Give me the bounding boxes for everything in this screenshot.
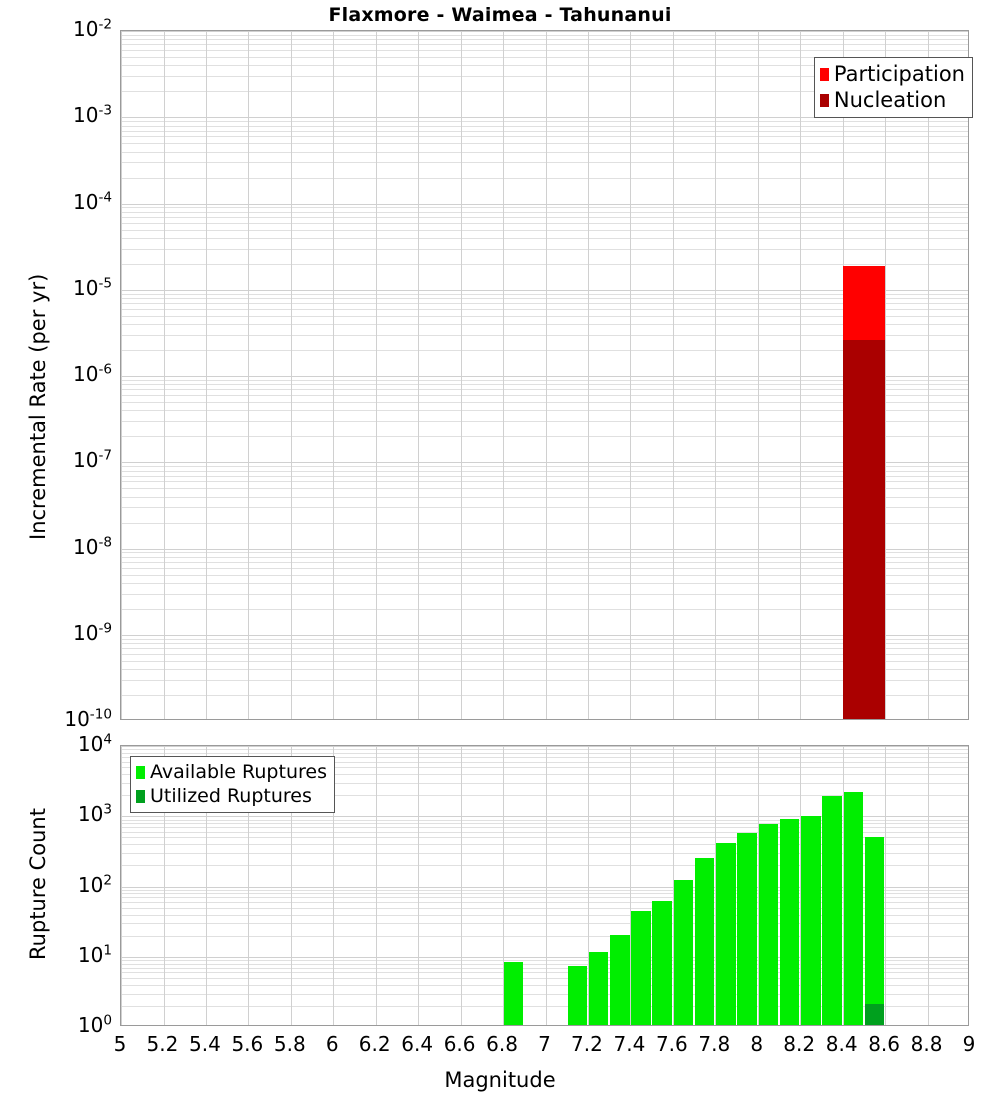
rupture-count-bar (567, 746, 588, 1025)
x-tick-label: 7.2 (571, 1032, 603, 1056)
rupture-count-bar (503, 746, 524, 1025)
bar-segment-available-ruptures (801, 815, 821, 1025)
bar-segment-available-ruptures (652, 901, 672, 1025)
y-tick-label: 10-4 (72, 188, 112, 214)
x-tick-label: 6.2 (358, 1032, 391, 1056)
y-tick-label: 104 (77, 731, 112, 756)
x-tick-label: 6.6 (443, 1032, 476, 1056)
x-tick-label: 8 (750, 1032, 764, 1056)
legend-swatch-icon (819, 67, 829, 81)
legend-item-label: Available Ruptures (150, 760, 327, 783)
bar-segment-available-ruptures (716, 843, 736, 1025)
bar-segment-available-ruptures (673, 880, 694, 1025)
bar-segment-available-ruptures (737, 832, 757, 1025)
x-tick-label: 5.6 (231, 1032, 264, 1056)
rate-legend-item: Participation (819, 61, 965, 87)
bar-segment-available-ruptures (610, 935, 630, 1025)
y-tick-label: 10-6 (72, 361, 112, 386)
rupture-count-bar (588, 746, 609, 1025)
bar-segment-available-ruptures (567, 965, 588, 1025)
bar-segment-available-ruptures (694, 857, 715, 1025)
rupture-count-bar (610, 746, 630, 1025)
y-tick-label: 10-10 (64, 706, 112, 731)
rupture-count-bar (716, 746, 736, 1025)
top-panel-legend: Participation Nucleation (813, 57, 973, 118)
x-tick-label: 7 (538, 1032, 551, 1056)
legend-swatch-icon (136, 789, 145, 803)
legend-item-label: Participation (833, 61, 965, 86)
rupture-count-bar (652, 746, 672, 1025)
rupture-count-bar (822, 746, 842, 1025)
x-tick-label: 6 (325, 1032, 339, 1056)
legend-swatch-icon (819, 93, 829, 107)
bottom-panel-bars (121, 746, 968, 1025)
y-tick-label: 103 (77, 801, 112, 827)
x-tick-label: 6.8 (486, 1032, 518, 1056)
x-tick-label: 7.8 (698, 1032, 731, 1056)
rupture-count-bar (864, 746, 885, 1025)
bar-segment-utilized-ruptures (864, 1003, 885, 1025)
page-title: Flaxmore - Waimea - Tahunanui (328, 4, 672, 26)
count-legend-item: Available Ruptures (136, 760, 327, 784)
x-tick-label: 8.4 (825, 1032, 858, 1056)
bar-segment-nucleation (842, 339, 886, 719)
y-tick-label: 10-5 (72, 275, 112, 300)
x-tick-label: 5.4 (188, 1032, 221, 1056)
rupture-count-bar (758, 746, 779, 1025)
bar-segment-available-ruptures (843, 792, 864, 1025)
rupture-count-bar (694, 746, 715, 1025)
incremental-rate-plot-area (120, 30, 969, 720)
bar-segment-available-ruptures (503, 961, 524, 1025)
y-tick-label: 10-8 (72, 533, 112, 559)
y-tick-label: 101 (77, 942, 112, 967)
bottom-panel-legend: Available Ruptures Utilized Ruptures (130, 756, 335, 813)
legend-item-label: Nucleation (833, 87, 947, 112)
bar-segment-available-ruptures (758, 823, 779, 1025)
count-legend-item: Utilized Ruptures (136, 784, 327, 808)
y-tick-label: 102 (77, 871, 112, 897)
x-tick-label: 8.8 (910, 1032, 943, 1056)
rupture-count-bar (843, 746, 864, 1025)
legend-swatch-icon (136, 765, 145, 779)
legend-item-label: Utilized Ruptures (150, 784, 312, 807)
bar-segment-available-ruptures (864, 837, 885, 1025)
y-tick-label: 10-9 (72, 620, 112, 645)
bottom-panel-y-axis-label: Rupture Count (26, 808, 50, 960)
top-panel-y-axis-label: Incremental Rate (per yr) (26, 273, 50, 540)
x-tick-label: 7.4 (613, 1032, 646, 1056)
rupture-count-bar (673, 746, 694, 1025)
rupture-count-bar (631, 746, 651, 1025)
x-tick-label: 5.8 (273, 1032, 306, 1056)
rupture-count-bar (801, 746, 821, 1025)
x-axis-label: Magnitude (444, 1068, 556, 1092)
rupture-count-bar (779, 746, 800, 1025)
bar-segment-available-ruptures (779, 818, 800, 1025)
bar-segment-available-ruptures (588, 951, 609, 1025)
x-tick-label: 6.4 (401, 1032, 434, 1056)
bar-segment-available-ruptures (631, 911, 651, 1025)
x-tick-label: 8.6 (868, 1032, 900, 1056)
y-tick-label: 10-3 (72, 102, 112, 128)
rate-legend-item: Nucleation (819, 87, 965, 113)
y-tick-label: 10-2 (72, 16, 112, 41)
rupture-count-bar (737, 746, 757, 1025)
y-tick-label: 100 (77, 1012, 112, 1037)
x-tick-label: 9 (962, 1032, 976, 1056)
y-tick-label: 10-7 (72, 447, 112, 473)
top-panel-bars (121, 31, 968, 719)
rate-bar (842, 31, 886, 719)
x-tick-label: 7.6 (655, 1032, 688, 1056)
x-tick-label: 5.2 (146, 1032, 179, 1056)
bar-segment-available-ruptures (822, 795, 842, 1025)
x-tick-label: 5 (113, 1032, 127, 1056)
x-tick-label: 8.2 (783, 1032, 816, 1056)
